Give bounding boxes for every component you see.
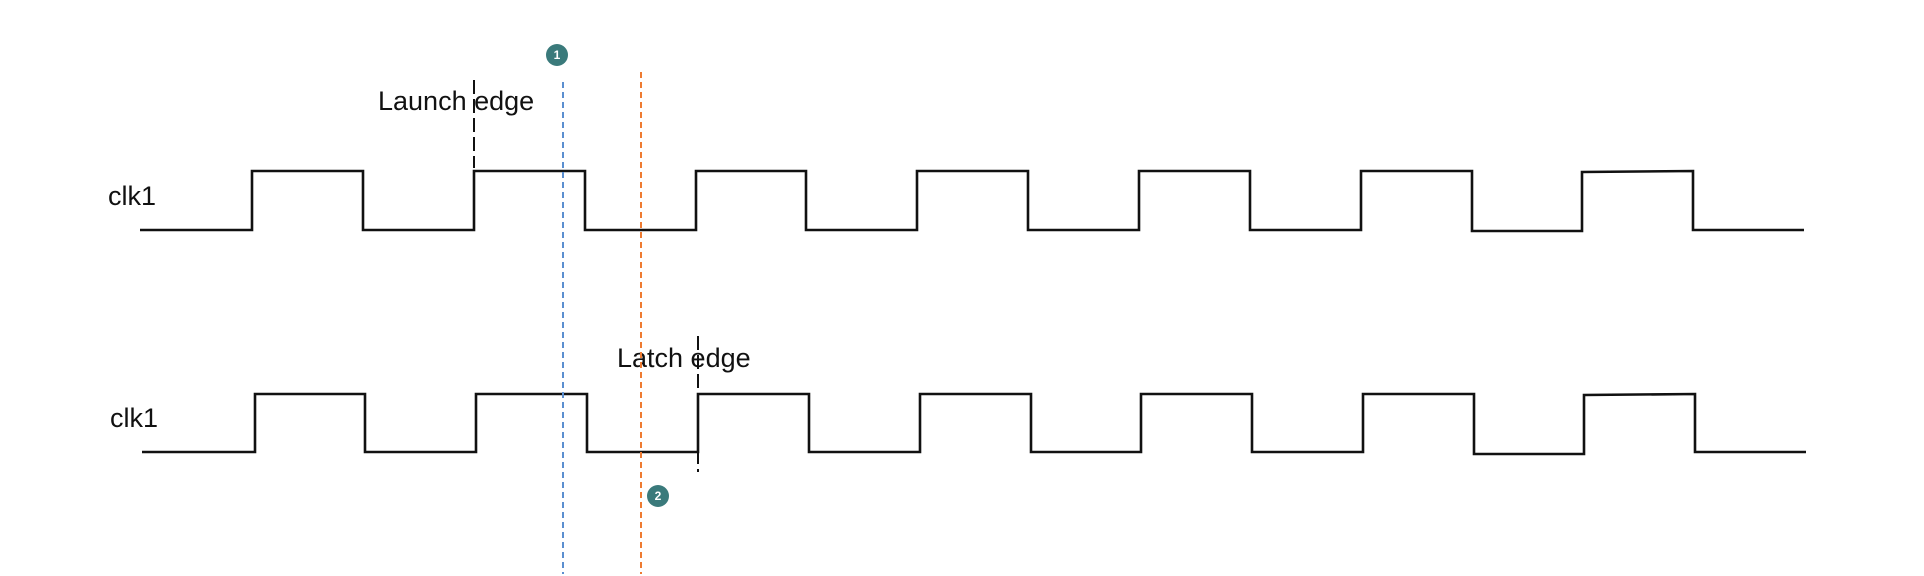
clock-waveform-bottom — [142, 394, 1806, 454]
latch-edge-label: Latch edge — [617, 343, 751, 373]
reference-line-1: 1 — [546, 44, 568, 574]
signal-label-bottom: clk1 — [110, 403, 158, 433]
clock-waveform-top — [140, 171, 1804, 231]
launch-edge-annotation: Launch edge — [378, 80, 534, 168]
marker-badge-1-label: 1 — [554, 48, 561, 62]
marker-badge-2-label: 2 — [655, 489, 662, 503]
clock-signal-bottom: clk1 — [110, 394, 1806, 454]
launch-edge-label: Launch edge — [378, 86, 534, 116]
signal-label-top: clk1 — [108, 181, 156, 211]
clock-signal-top: clk1 — [108, 171, 1804, 231]
reference-line-2: 2 — [641, 72, 669, 574]
